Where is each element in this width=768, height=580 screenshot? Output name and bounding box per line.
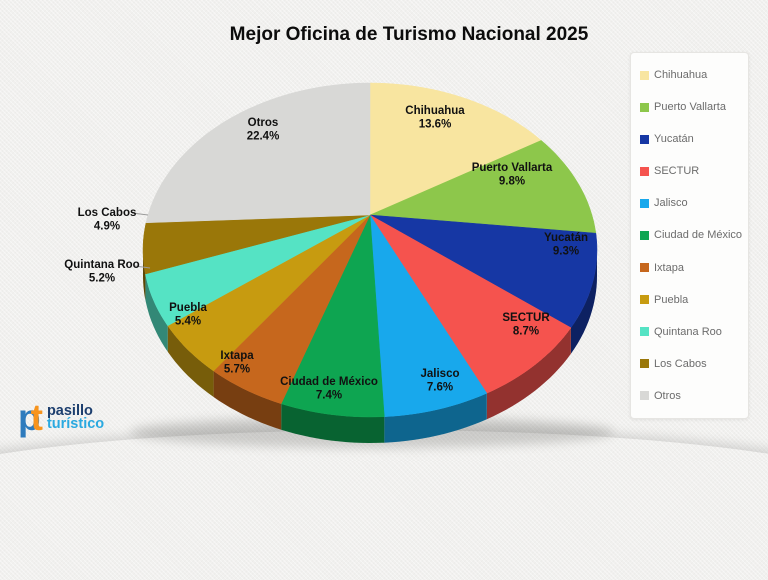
- legend: Chihuahua Puerto Vallarta Yucatán SECTUR Jal…: [630, 52, 749, 419]
- logo: pt pasillo turístico: [18, 399, 104, 437]
- legend-label: Puerto Vallarta: [654, 101, 726, 114]
- pie-label-sectur: SECTUR: [502, 312, 550, 324]
- pie-pct-los-cabos: 4.9%: [94, 221, 120, 233]
- pie-label-ciudad-de-mexico: Ciudad de México: [280, 376, 378, 388]
- legend-item-los-cabos: Los Cabos: [640, 358, 748, 370]
- pie-pct-yucatan: 9.3%: [553, 246, 579, 258]
- pie-pct-sectur: 8.7%: [513, 326, 539, 338]
- legend-item-ixtapa: Ixtapa: [640, 262, 748, 274]
- pie-slice-puebla: [167, 214, 371, 372]
- pie-slice-chihuahua: [369, 82, 542, 216]
- logo-pt-icon: pt: [18, 399, 43, 437]
- pie-label-quintana-roo: Quintana Roo: [64, 259, 139, 271]
- pie-label-chihuahua: Chihuahua: [405, 105, 465, 117]
- pie-pct-quintana-roo: 5.2%: [89, 273, 115, 285]
- pie-rim-ixtapa: [213, 371, 282, 430]
- legend-item-sectur: SECTUR: [640, 165, 748, 177]
- pie-rim-yucatan: [570, 250, 597, 354]
- legend-label: Ixtapa: [654, 261, 684, 274]
- leader-line-quintana-roo: [134, 265, 151, 269]
- legend-label: Chihuahua: [654, 69, 708, 82]
- pie-label-puerto-vallarta: Puerto Vallarta: [472, 162, 553, 174]
- legend-swatch: [640, 198, 649, 208]
- pie-label-yucatan: Yucatán: [544, 232, 588, 244]
- pie-slice-los-cabos: [142, 214, 371, 275]
- pie-label-puebla: Puebla: [169, 302, 207, 314]
- logo-text-turistico: turístico: [46, 416, 105, 432]
- legend-swatch: [640, 102, 649, 112]
- legend-label: Ciudad de México: [654, 229, 743, 242]
- logo-p-glyph: p: [18, 397, 41, 438]
- legend-swatch: [640, 327, 649, 337]
- legend-swatch: [640, 70, 649, 80]
- pie-pct-ixtapa: 5.7%: [224, 364, 250, 376]
- pie-label-jalisco: Jalisco: [421, 368, 460, 380]
- pie-slice-ixtapa: [213, 214, 371, 405]
- pie-chart: Chihuahua 13.6% Puerto Vallarta 9.8% Yucatán…: [64, 82, 614, 448]
- pie-label-ixtapa: Ixtapa: [220, 350, 254, 362]
- pie-pct-ciudad-de-mexico: 7.4%: [316, 390, 342, 402]
- pie-label-los-cabos: Los Cabos: [78, 207, 137, 219]
- legend-swatch: [640, 230, 649, 240]
- legend-item-otros: Otros: [640, 390, 748, 402]
- pie-rim-puebla: [167, 325, 214, 397]
- pie-rim-ciudad-de-mexico: [281, 403, 385, 443]
- pie-slice-ciudad-de-mexico: [280, 214, 385, 418]
- logo-wordmark: pasillo turístico: [46, 403, 105, 432]
- legend-item-ciudad-de-mexico: Ciudad de México: [640, 229, 748, 241]
- legend-label: Puebla: [654, 293, 689, 306]
- legend-swatch: [640, 391, 649, 401]
- pie-pct-puebla: 5.4%: [175, 316, 201, 328]
- legend-label: Yucatán: [654, 133, 694, 146]
- pie-rim-sectur: [486, 327, 571, 420]
- legend-label: Jalisco: [654, 197, 688, 210]
- legend-label: Los Cabos: [654, 357, 707, 370]
- legend-swatch: [640, 263, 649, 272]
- legend-label: SECTUR: [654, 165, 700, 178]
- legend-swatch: [640, 359, 649, 369]
- legend-item-puerto-vallarta: Puerto Vallarta: [640, 101, 748, 113]
- leader-line-los-cabos: [131, 212, 149, 216]
- legend-swatch: [640, 134, 649, 144]
- pie-slice-jalisco: [369, 214, 488, 417]
- pie-pct-puerto-vallarta: 9.8%: [499, 176, 525, 188]
- pie-pct-jalisco: 7.6%: [427, 382, 453, 394]
- pie-rim-quintana-roo: [145, 274, 168, 352]
- pie-slice-puerto-vallarta: [369, 140, 597, 234]
- pie-pct-chihuahua: 13.6%: [419, 119, 452, 131]
- legend-item-chihuahua: Chihuahua: [640, 69, 748, 81]
- legend-swatch: [640, 166, 649, 176]
- legend-label: Quintana Roo: [654, 325, 722, 338]
- legend-label: Otros: [654, 389, 681, 402]
- legend-item-yucatan: Yucatán: [640, 133, 748, 145]
- legend-item-puebla: Puebla: [640, 294, 748, 306]
- legend-item-jalisco: Jalisco: [640, 197, 748, 209]
- pie-rim-jalisco: [384, 393, 487, 443]
- logo-t-glyph: t: [30, 397, 43, 438]
- pie-slice-otros: [145, 82, 371, 224]
- legend-item-quintana-roo: Quintana Roo: [640, 326, 748, 338]
- chart-title: Mejor Oficina de Turismo Nacional 2025: [229, 23, 589, 45]
- pie-slice-yucatan: [369, 214, 598, 329]
- pie-slice-quintana-roo: [145, 214, 371, 327]
- pie-slice-sectur: [369, 214, 572, 394]
- legend-swatch: [640, 295, 649, 305]
- pie-pct-otros: 22.4%: [247, 131, 280, 143]
- pie-label-otros: Otros: [248, 117, 279, 129]
- logo-text-pasillo: pasillo: [46, 403, 93, 419]
